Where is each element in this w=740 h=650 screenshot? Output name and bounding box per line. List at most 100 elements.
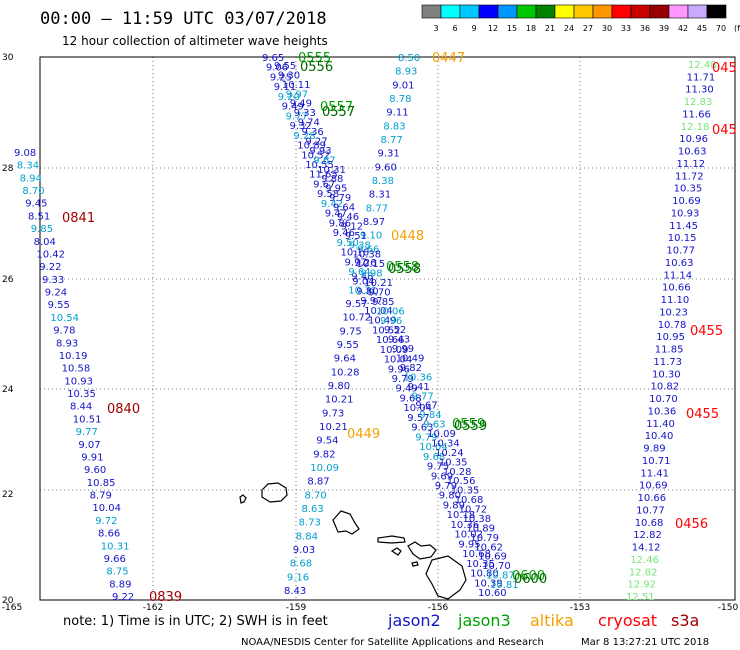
scale-label: 24 [564, 24, 574, 33]
wave-height-value: 10.68 [455, 495, 484, 506]
wave-height-value: 9.38 [349, 240, 371, 251]
wave-height-value: 10.82 [651, 382, 680, 393]
wave-height-value: 8.77 [366, 203, 388, 214]
wave-height-value: 10.31 [348, 285, 377, 296]
wave-height-value: 10.93 [671, 209, 700, 220]
wave-height-value: 9.42 [321, 199, 343, 210]
lat-lon-grid [40, 57, 735, 600]
pass-time-label: 0447 [432, 51, 465, 66]
wave-height-value: 10.21 [364, 278, 393, 289]
island-kahoolawe [411, 561, 419, 567]
pass-time-label: 0558 [388, 262, 421, 277]
pass-time-label: 0555 [298, 51, 331, 66]
wave-height-value: 10.40 [645, 431, 674, 442]
wave-height-value: 8.87 [307, 477, 329, 488]
wave-height-value: 9.01 [392, 80, 414, 91]
wave-height-value: 8.68 [290, 559, 312, 570]
island-maui [407, 541, 437, 560]
wave-height-value: 9.95 [458, 539, 480, 550]
wave-height-value: 9.25 [270, 73, 292, 84]
wave-height-value: 9.33 [42, 275, 64, 286]
wave-height-value: 10.70 [649, 394, 678, 405]
wave-height-value: 12.46 [630, 555, 659, 566]
lat-tick-label: 26 [2, 275, 14, 285]
wave-height-value: 9.95 [325, 184, 347, 195]
wave-height-value: 9.80 [356, 287, 378, 298]
scale-swatch [630, 4, 651, 19]
wave-height-value: 11.66 [682, 110, 711, 121]
scale-swatch [478, 4, 499, 19]
wave-height-value: 9.89 [643, 444, 665, 455]
wave-height-value: 11.71 [687, 72, 716, 83]
wave-height-value: 9.32 [290, 121, 312, 132]
wave-height-value: 9.69 [431, 471, 453, 482]
wave-height-value: 10.96 [679, 134, 708, 145]
wave-height-value: 8.38 [372, 176, 394, 187]
wave-height-value: 9.08 [14, 148, 36, 159]
wave-height-value: 10.35 [451, 486, 480, 497]
lat-tick-label: 24 [2, 385, 14, 395]
wave-height-value: 10.09 [380, 345, 409, 356]
wave-height-value: 9.47 [325, 209, 347, 220]
wave-height-value: 9.10 [360, 231, 382, 242]
wave-height-value: 9.07 [78, 440, 100, 451]
wave-height-value: 9.85 [372, 297, 394, 308]
scale-swatch [554, 4, 575, 19]
wave-height-value: 10.77 [636, 505, 665, 516]
wave-height-value: 9.49 [396, 384, 418, 395]
pass-time-label: 0600 [512, 569, 545, 584]
wave-height-value: 9.91 [81, 453, 103, 464]
wave-height-value: 8.31 [369, 190, 391, 201]
wave-height-value: 10.35 [67, 389, 96, 400]
wave-height-value: 9.54 [316, 436, 338, 447]
wave-height-value: 9.60 [84, 465, 106, 476]
scale-swatch [516, 4, 537, 19]
wave-height-value: 9.16 [287, 572, 309, 583]
wave-height-value: 10.31 [317, 165, 346, 176]
wave-height-value: 11.65 [309, 170, 338, 181]
wave-height-value: 10.06 [376, 306, 405, 317]
wave-height-value: 9.55 [48, 300, 70, 311]
scale-swatch [497, 4, 518, 19]
wave-height-value: 10.19 [59, 351, 88, 362]
wave-height-value: 9.26 [354, 258, 376, 269]
island-hawaii [425, 555, 467, 600]
wave-height-value: 10.04 [364, 306, 393, 317]
wave-height-value: 9.96 [388, 364, 410, 375]
lat-tick-label: 20 [2, 596, 14, 606]
scale-label: 70 [716, 24, 726, 33]
wave-height-value: 9.98 [360, 269, 382, 280]
wave-height-value: 12.51 [626, 592, 655, 603]
wave-height-value: 9.75 [427, 462, 449, 473]
wave-height-value: 11.10 [661, 295, 690, 306]
wave-height-value: 8.44 [70, 402, 92, 413]
wave-height-value: 8.43 [284, 586, 306, 597]
wave-height-value: 9.41 [408, 382, 430, 393]
wave-height-value: 9.45 [25, 199, 47, 210]
wave-height-value: 10.31 [101, 541, 130, 552]
pass-time-label: 0455 [686, 407, 719, 422]
wave-height-value: 9.79 [329, 193, 351, 204]
scale-swatch [687, 4, 708, 19]
wave-height-value: 9.97 [360, 296, 382, 307]
page-subtitle: 12 hour collection of altimeter wave hei… [62, 34, 328, 48]
wave-height-value: 10.52 [372, 325, 401, 336]
pass-time-label: 0455 [690, 324, 723, 339]
wave-height-value: 9.65 [262, 53, 284, 64]
scale-swatch [421, 4, 442, 19]
scale-label: (ft) [734, 24, 740, 33]
wave-height-value: 9.22 [112, 592, 134, 603]
wave-height-value: 10.66 [376, 335, 405, 346]
pass-time-label: 0449 [347, 427, 380, 442]
wave-height-value: 10.38 [353, 250, 382, 261]
wave-height-value: 11.14 [664, 270, 693, 281]
wave-height-value: 10.28 [443, 467, 472, 478]
wave-height-value: 9.67 [313, 155, 335, 166]
island-lanai [390, 547, 402, 556]
lon-tick-label: -153 [570, 603, 590, 613]
wave-height-value: 11.30 [685, 85, 714, 96]
wave-height-value: 10.55 [305, 160, 334, 171]
wave-height-value: 9.79 [435, 481, 457, 492]
wave-height-value: 9.79 [415, 432, 437, 443]
